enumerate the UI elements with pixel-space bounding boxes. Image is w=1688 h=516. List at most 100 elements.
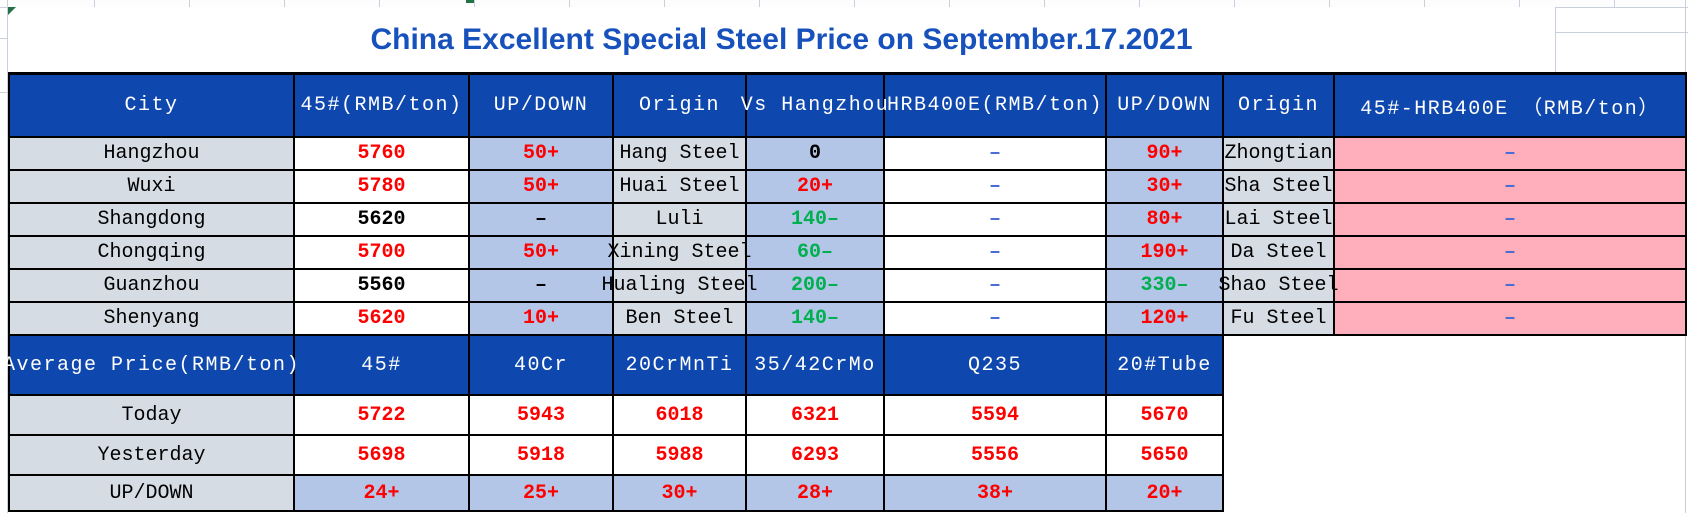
avg-value-cell: 30+ [614, 476, 747, 512]
vs-hangzhou-cell: 60– [747, 237, 885, 270]
updown-45-cell: – [470, 204, 614, 237]
col-header-45-updown: UP/DOWN [470, 75, 614, 138]
city-cell: Chongqing [10, 237, 295, 270]
updown-hrb400e-cell: 190+ [1107, 237, 1224, 270]
city-cell: Wuxi [10, 171, 295, 204]
gridline-title-right-edge [1555, 7, 1556, 72]
col-header-city: City [10, 75, 295, 138]
origin-45-cell: Huai Steel [614, 171, 747, 204]
title-cell: China Excellent Special Steel Price on S… [8, 7, 1555, 72]
origin-45-cell: Hualing Steel [601, 270, 758, 303]
avg-value-cell: 20+ [1107, 476, 1224, 512]
origin-hrb400e-cell: Shao Steel [1218, 270, 1339, 303]
col-header-hrb400e-price: HRB400E(RMB/ton) [885, 75, 1107, 138]
city-cell: Hangzhou [10, 138, 295, 171]
gridline-tick-2 [0, 92, 8, 93]
updown-hrb400e-cell: 80+ [1107, 204, 1224, 237]
city-cell: Shenyang [10, 303, 295, 336]
updown-45-cell: 10+ [470, 303, 614, 336]
avg-value-cell: 6018 [614, 396, 747, 436]
price-45-cell: 5620 [295, 204, 470, 237]
avg-value-cell: 24+ [295, 476, 470, 512]
diff-cell: – [1335, 270, 1687, 303]
vs-hangzhou-cell: 200– [747, 270, 885, 303]
vs-hangzhou-cell: 140– [747, 204, 885, 237]
updown-45-cell: – [470, 270, 614, 303]
average-table-body: Today 5722 5943 6018 6321 5594 5670 Yest… [8, 396, 1224, 512]
col-header-40cr: 40Cr [470, 336, 614, 396]
updown-45-cell: 50+ [470, 138, 614, 171]
price-45-cell: 5620 [295, 303, 470, 336]
origin-45-cell: Hang Steel [614, 138, 747, 171]
avg-value-cell: 5594 [885, 396, 1107, 436]
vs-hangzhou-cell: 140– [747, 303, 885, 336]
avg-value-cell: 5918 [470, 436, 614, 476]
col-header-hrb400e-updown: UP/DOWN [1107, 75, 1224, 138]
row-label-cell: UP/DOWN [10, 476, 295, 512]
updown-hrb400e-cell: 90+ [1107, 138, 1224, 171]
origin-hrb400e-cell: Fu Steel [1224, 303, 1335, 336]
error-indicator-fragment [466, 0, 474, 3]
avg-value-cell: 25+ [470, 476, 614, 512]
gridline-vertical-left [7, 0, 8, 513]
price-45-cell: 5780 [295, 171, 470, 204]
price-hrb400e-cell: – [885, 204, 1107, 237]
col-header-3542crmo: 35/42CrMo [747, 336, 885, 396]
col-header-45: 45# [295, 336, 470, 396]
price-hrb400e-cell: – [885, 237, 1107, 270]
diff-cell: – [1335, 303, 1687, 336]
avg-value-cell: 5670 [1107, 396, 1224, 436]
city-cell: Shangdong [10, 204, 295, 237]
row-label-cell: Yesterday [10, 436, 295, 476]
col-header-20crmnti: 20CrMnTi [614, 336, 747, 396]
avg-value-cell: 38+ [885, 476, 1107, 512]
error-indicator-triangle [8, 7, 16, 15]
diff-cell: – [1335, 171, 1687, 204]
price-table-header: City 45#(RMB/ton) UP/DOWN Origin Vs Hang… [8, 72, 1687, 138]
price-table-body: Hangzhou 5760 50+ Hang Steel 0 – 90+ Zho… [8, 138, 1687, 336]
price-45-cell: 5760 [295, 138, 470, 171]
vs-hangzhou-cell: 20+ [747, 171, 885, 204]
price-45-cell: 5700 [295, 237, 470, 270]
origin-hrb400e-cell: Da Steel [1224, 237, 1335, 270]
col-header-average-price: Average Price(RMB/ton) [3, 336, 299, 396]
origin-45-cell: Luli [614, 204, 747, 237]
updown-hrb400e-cell: 330– [1107, 270, 1224, 303]
diff-cell: – [1335, 204, 1687, 237]
origin-hrb400e-cell: Zhongtian [1224, 138, 1335, 171]
col-header-q235: Q235 [885, 336, 1107, 396]
avg-value-cell: 5650 [1107, 436, 1224, 476]
origin-hrb400e-cell: Lai Steel [1224, 204, 1335, 237]
updown-45-cell: 50+ [470, 171, 614, 204]
vs-hangzhou-cell: 0 [747, 138, 885, 171]
avg-value-cell: 6293 [747, 436, 885, 476]
gridline-tick-1 [0, 38, 8, 39]
avg-value-cell: 5943 [470, 396, 614, 436]
col-header-diff: 45#-HRB400E （RMB/ton） [1335, 75, 1687, 138]
avg-value-cell: 5722 [295, 396, 470, 436]
origin-hrb400e-cell: Sha Steel [1224, 171, 1335, 204]
price-hrb400e-cell: – [885, 171, 1107, 204]
avg-value-cell: 5698 [295, 436, 470, 476]
avg-value-cell: 5988 [614, 436, 747, 476]
col-header-45-origin: Origin [614, 75, 747, 138]
price-hrb400e-cell: – [885, 270, 1107, 303]
col-header-45-price: 45#(RMB/ton) [295, 75, 470, 138]
avg-value-cell: 28+ [747, 476, 885, 512]
origin-45-cell: Ben Steel [614, 303, 747, 336]
price-45-cell: 5560 [295, 270, 470, 303]
price-hrb400e-cell: – [885, 303, 1107, 336]
avg-value-cell: 5556 [885, 436, 1107, 476]
page-title: China Excellent Special Steel Price on S… [370, 22, 1193, 56]
city-cell: Guanzhou [10, 270, 295, 303]
col-header-20tube: 20#Tube [1107, 336, 1224, 396]
updown-hrb400e-cell: 30+ [1107, 171, 1224, 204]
row-label-cell: Today [10, 396, 295, 436]
origin-45-cell: Xining Steel [607, 237, 752, 270]
col-header-hrb400e-origin: Origin [1224, 75, 1335, 138]
gridline-horizontal-topright [1555, 32, 1688, 33]
updown-hrb400e-cell: 120+ [1107, 303, 1224, 336]
updown-45-cell: 50+ [470, 237, 614, 270]
diff-cell: – [1335, 138, 1687, 171]
